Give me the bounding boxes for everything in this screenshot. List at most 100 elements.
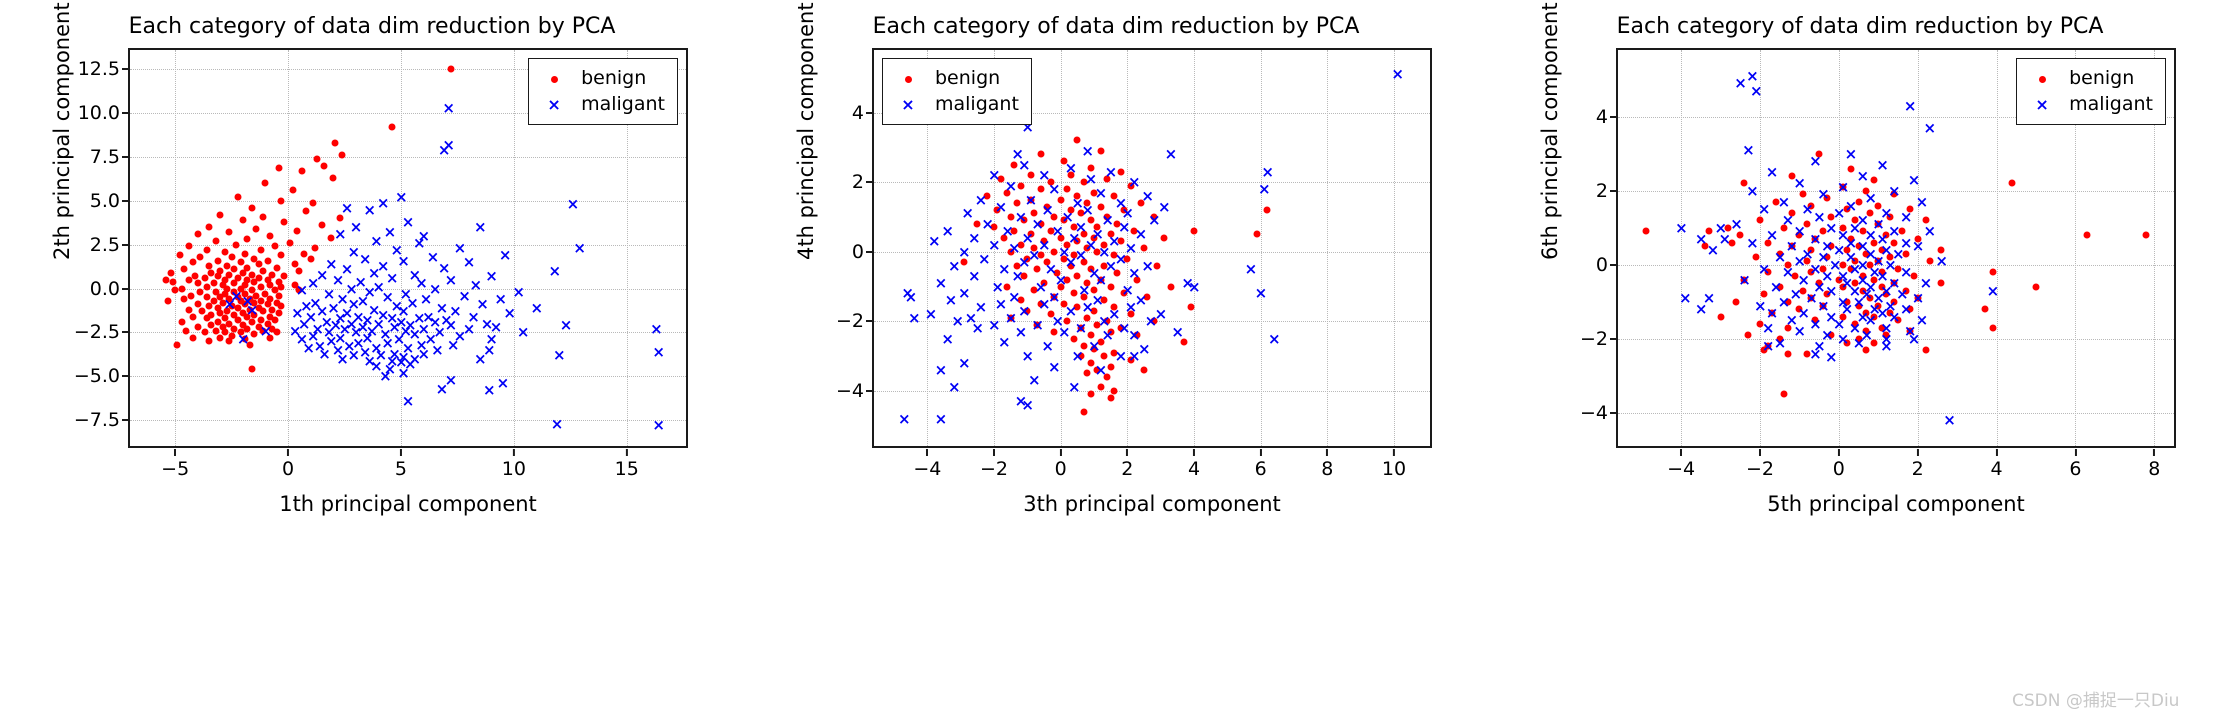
data-point-benign xyxy=(1087,216,1095,224)
data-point-benign xyxy=(171,286,179,294)
data-point-benign xyxy=(1819,227,1827,235)
plot-axes: −4 −2 0 2 4 6 8 −4 −2 0 2 4 benign × maligant xyxy=(1580,48,2176,480)
data-point-maligant xyxy=(1904,100,1916,112)
data-point-benign xyxy=(216,267,224,275)
plot-legend[interactable]: benign × maligant xyxy=(882,58,1032,125)
data-point-maligant xyxy=(1101,329,1113,341)
data-point-benign xyxy=(280,272,288,280)
data-point-benign xyxy=(1866,209,1874,217)
data-point-benign xyxy=(248,318,256,326)
data-point-maligant xyxy=(1121,284,1133,296)
x-tick-mark xyxy=(1126,449,1129,456)
data-point-maligant xyxy=(1021,399,1033,411)
data-point-benign xyxy=(257,297,265,305)
data-point-maligant xyxy=(908,312,920,324)
data-point-benign xyxy=(1803,220,1811,228)
plot-legend[interactable]: benign × maligant xyxy=(528,58,678,125)
data-point-benign xyxy=(180,295,188,303)
data-point-benign xyxy=(1855,198,1863,206)
data-point-benign xyxy=(1143,293,1151,301)
x-tick-mark xyxy=(399,449,402,456)
legend-item-maligant[interactable]: × maligant xyxy=(2027,91,2153,117)
data-point-maligant xyxy=(1695,233,1707,245)
data-point-benign xyxy=(388,123,396,131)
data-point-benign xyxy=(228,332,236,340)
data-point-benign xyxy=(178,318,186,326)
data-point-benign xyxy=(257,283,265,291)
data-point-benign xyxy=(309,199,317,207)
data-point-benign xyxy=(327,234,335,242)
data-point-benign xyxy=(1103,373,1111,381)
data-point-benign xyxy=(300,250,308,257)
plot-legend[interactable]: benign × maligant xyxy=(2016,58,2166,125)
gridline-vertical xyxy=(1681,50,1683,446)
y-tick-label: 7.5 xyxy=(90,146,129,168)
data-point-benign xyxy=(1050,248,1058,256)
data-point-benign xyxy=(268,325,276,333)
data-point-benign xyxy=(1926,257,1934,265)
data-point-maligant xyxy=(474,353,486,365)
gridline-vertical xyxy=(2075,50,2077,446)
data-point-benign xyxy=(447,65,455,73)
gridline-vertical xyxy=(1759,50,1761,446)
data-point-benign xyxy=(234,193,242,201)
data-point-maligant xyxy=(1782,266,1794,278)
data-point-maligant xyxy=(517,326,529,338)
data-point-maligant xyxy=(499,249,511,261)
legend-item-benign[interactable]: benign xyxy=(2027,65,2153,91)
gridline-horizontal xyxy=(874,390,1430,392)
data-point-benign xyxy=(1010,161,1018,169)
data-point-maligant xyxy=(442,102,454,114)
data-point-benign xyxy=(311,244,319,252)
y-tick-mark xyxy=(866,250,873,253)
data-point-maligant xyxy=(1675,222,1687,234)
data-point-maligant xyxy=(1128,176,1140,188)
data-point-benign xyxy=(289,186,297,194)
data-point-benign xyxy=(196,253,204,261)
data-point-benign xyxy=(1087,359,1095,367)
data-point-maligant xyxy=(1766,229,1778,241)
gridline-vertical xyxy=(2154,50,2156,446)
data-point-maligant xyxy=(1797,274,1809,286)
data-point-maligant xyxy=(1679,292,1691,304)
data-point-maligant xyxy=(1035,281,1047,293)
data-point-benign xyxy=(1097,203,1105,211)
y-tick-mark xyxy=(122,243,129,246)
data-point-maligant xyxy=(1789,288,1801,300)
data-point-maligant xyxy=(1770,281,1782,293)
legend-item-benign[interactable]: benign xyxy=(893,65,1019,91)
data-point-benign xyxy=(1107,394,1115,402)
data-point-benign xyxy=(273,328,281,336)
gridline-vertical xyxy=(1260,50,1262,446)
legend-item-maligant[interactable]: × maligant xyxy=(893,91,1019,117)
data-point-maligant xyxy=(442,139,454,151)
data-point-maligant xyxy=(296,284,308,296)
legend-item-maligant[interactable]: × maligant xyxy=(539,91,665,117)
data-point-maligant xyxy=(1908,333,1920,345)
data-point-maligant xyxy=(1853,337,1865,349)
data-point-benign xyxy=(169,278,177,286)
x-axis-label: 1th principal component xyxy=(279,492,537,516)
legend-item-benign[interactable]: benign xyxy=(539,65,665,91)
data-point-maligant xyxy=(1809,318,1821,330)
data-point-benign xyxy=(1874,202,1882,210)
data-point-maligant xyxy=(1058,326,1070,338)
data-point-benign xyxy=(205,262,213,270)
data-point-benign xyxy=(198,307,206,315)
data-point-benign xyxy=(1910,272,1918,280)
data-point-maligant xyxy=(1857,170,1869,182)
scatter-panel-3: Each category of data dim reduction by P… xyxy=(1488,0,2232,726)
data-point-maligant xyxy=(945,294,957,306)
x-tick-mark xyxy=(287,449,290,456)
data-point-maligant xyxy=(941,225,953,237)
data-point-benign xyxy=(189,334,197,342)
y-tick-mark xyxy=(1610,189,1617,192)
legend-dot-icon xyxy=(2027,69,2057,88)
data-point-maligant xyxy=(988,319,1000,331)
gridline-horizontal xyxy=(130,69,686,71)
legend-label: maligant xyxy=(581,93,665,115)
data-point-maligant xyxy=(1793,177,1805,189)
data-point-maligant xyxy=(1065,256,1077,268)
data-point-benign xyxy=(1732,298,1740,306)
data-point-maligant xyxy=(1015,326,1027,338)
